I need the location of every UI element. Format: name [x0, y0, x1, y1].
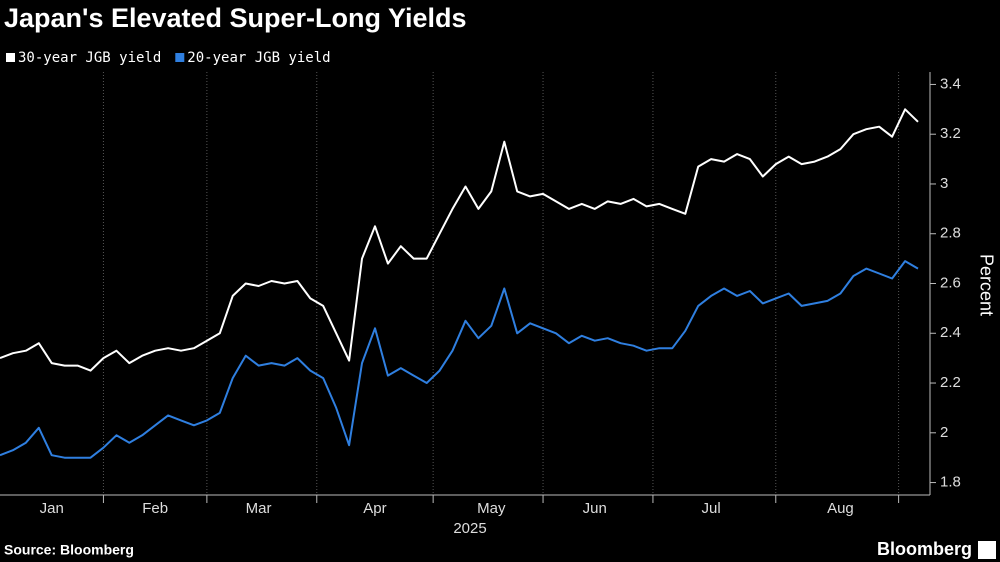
- y-tick-label: 2.4: [940, 324, 961, 341]
- x-tick-label: Aug: [827, 500, 854, 517]
- y-tick-label: 2: [940, 424, 948, 441]
- x-axis-label: 2025: [453, 520, 486, 537]
- y-axis-label: Percent: [976, 254, 996, 316]
- y-tick-label: 3: [940, 175, 948, 192]
- y-tick-label: 2.6: [940, 274, 961, 291]
- y-tick-label: 2.8: [940, 225, 961, 242]
- legend-label: 20-year JGB yield: [187, 50, 330, 66]
- legend-swatch: [6, 53, 15, 62]
- x-tick-label: May: [477, 500, 506, 517]
- brand: Bloomberg: [877, 539, 972, 559]
- x-tick-label: Jan: [40, 500, 64, 517]
- y-tick-label: 2.2: [940, 374, 961, 391]
- x-tick-label: Jul: [702, 500, 721, 517]
- x-tick-label: Feb: [142, 500, 168, 517]
- legend-swatch: [175, 53, 185, 62]
- x-tick-label: Apr: [363, 500, 386, 517]
- x-tick-label: Mar: [246, 500, 272, 517]
- brand-icon: [978, 541, 996, 559]
- chart-title: Japan's Elevated Super-Long Yields: [4, 3, 467, 33]
- series-line: [0, 108, 919, 372]
- y-tick-label: 1.8: [940, 474, 961, 491]
- source: Source: Bloomberg: [4, 542, 134, 558]
- legend: 30-year JGB yield 20-year JGB yield: [6, 50, 331, 66]
- series-line: [0, 260, 919, 459]
- legend-label: 30-year JGB yield: [18, 50, 161, 66]
- y-tick-label: 3.2: [940, 125, 961, 142]
- x-tick-label: Jun: [583, 500, 607, 517]
- y-tick-label: 3.4: [940, 75, 961, 92]
